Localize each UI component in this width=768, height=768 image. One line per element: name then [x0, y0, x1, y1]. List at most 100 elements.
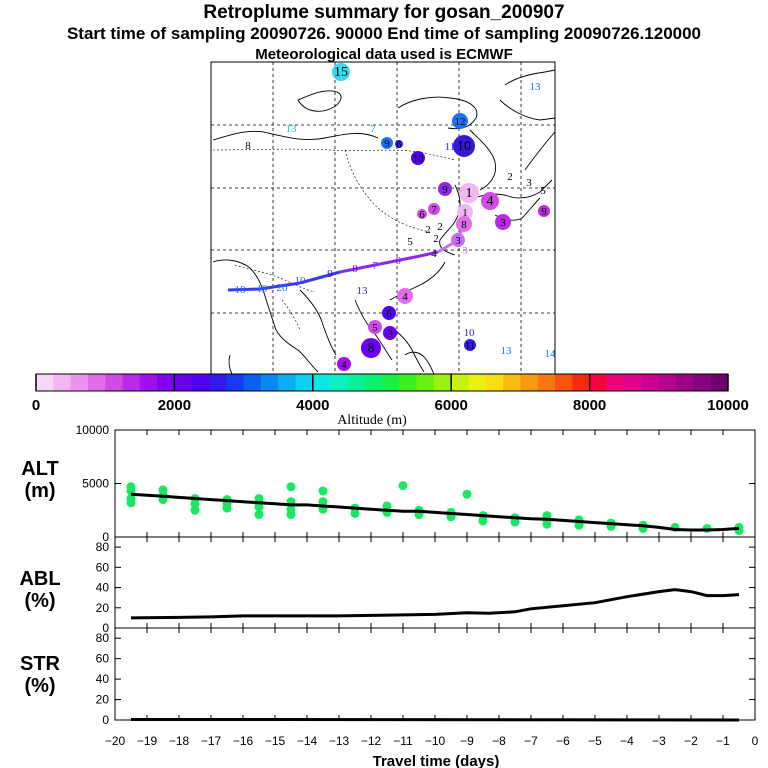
- colorbar-swatch: [520, 374, 539, 391]
- colorbar-swatch: [485, 374, 504, 391]
- map-day-label: 13: [501, 345, 513, 357]
- panel-y-tick-label: 5000: [82, 477, 109, 491]
- plume-segment: [259, 281, 301, 291]
- map-day-label: 12: [455, 116, 466, 128]
- colorbar-tick-label: 4000: [296, 397, 329, 414]
- altitude-particle-dot: [462, 489, 472, 499]
- series-line: [130, 492, 740, 532]
- map-day-label: 11: [445, 141, 456, 153]
- panel-y-label: (%): [24, 590, 55, 612]
- colorbar-swatch: [433, 374, 452, 391]
- altitude-particle-dot: [318, 497, 328, 507]
- panel-y-tick-label: 0: [102, 621, 109, 635]
- x-tick-label: −7: [524, 734, 538, 748]
- altitude-particle-dot: [350, 508, 360, 518]
- map-day-label: 8: [352, 263, 358, 275]
- altitude-particle-dot: [382, 501, 392, 511]
- map-day-label: 13: [530, 81, 542, 93]
- map-day-label: 7: [431, 204, 437, 216]
- map-day-label: 5: [540, 185, 546, 197]
- altitude-particle-dot: [286, 482, 296, 492]
- map-day-label: 9: [384, 138, 390, 150]
- panel-y-tick-label: 0: [102, 713, 109, 727]
- colorbar-swatch: [70, 374, 89, 391]
- panel-y-tick-label: 20: [96, 693, 110, 707]
- altitude-particle-dot: [190, 499, 200, 509]
- map-day-label: 2: [425, 224, 431, 236]
- altitude-particle-dot: [190, 505, 200, 515]
- x-axis-label: Travel time (days): [373, 753, 500, 768]
- panel-y-label: (%): [24, 675, 55, 697]
- colorbar-swatch: [209, 374, 227, 391]
- map-plume-dot: [361, 338, 381, 358]
- map-plume-dot: [438, 182, 452, 196]
- map-plume-dot: [456, 216, 472, 232]
- plume-segment: [299, 270, 341, 285]
- x-tick-label: −11: [393, 734, 413, 748]
- map-plume-dot: [411, 151, 425, 165]
- map-plume-dot: [417, 209, 427, 219]
- colorbar-swatch: [53, 374, 72, 391]
- x-tick-label: −6: [556, 734, 570, 748]
- x-tick-label: −3: [652, 734, 666, 748]
- colorbar-swatch: [36, 374, 54, 391]
- panel-y-tick-label: 10000: [76, 423, 110, 437]
- colorbar-tick-label: 6000: [435, 397, 468, 414]
- colorbar-swatch: [589, 374, 608, 391]
- colorbar-swatch: [624, 374, 642, 391]
- colorbar-swatch: [312, 374, 331, 391]
- map-plume-dot: [337, 357, 351, 371]
- panel-y-tick-label: 80: [96, 631, 110, 645]
- map-day-label: 4: [487, 194, 494, 209]
- map-day-label: 6: [419, 209, 425, 221]
- map-day-label: 5: [372, 322, 378, 334]
- map-day-label: 1: [462, 207, 468, 219]
- series-line: [130, 588, 740, 620]
- map-day-label: 7: [370, 123, 376, 135]
- altitude-particle-dot: [478, 516, 488, 526]
- colorbar-swatch: [382, 374, 400, 391]
- map-plume-dot: [332, 63, 350, 81]
- altitude-particle-dot: [318, 486, 328, 496]
- map-day-label: 9: [541, 206, 547, 218]
- panel-y-tick-label: 40: [96, 672, 110, 686]
- map-day-label: 13: [286, 123, 298, 135]
- colorbar-swatch: [243, 374, 262, 391]
- x-tick-label: −20: [105, 734, 126, 748]
- colorbar-swatch: [330, 374, 348, 391]
- map-day-label: 3: [500, 217, 506, 229]
- colorbar-swatch: [295, 374, 314, 391]
- map-day-label: 4: [341, 359, 347, 371]
- panel-y-tick-label: 60: [96, 652, 110, 666]
- colorbar-tick-label: 0: [32, 397, 40, 414]
- map-plume-dot: [453, 135, 475, 157]
- altitude-particle-dot: [542, 519, 552, 529]
- map-day-label: 3: [455, 235, 461, 247]
- map-day-label: 8: [245, 140, 251, 152]
- map-plume-dot: [395, 140, 403, 148]
- map-day-label: 3: [526, 177, 532, 189]
- x-tick-label: 0: [752, 734, 759, 748]
- map-day-label: 18: [235, 284, 247, 296]
- colorbar-swatch: [572, 374, 591, 391]
- map-day-label: 5: [407, 236, 413, 248]
- map-day-label: 7: [372, 260, 378, 272]
- plume-segment: [339, 262, 381, 274]
- altitude-colorbar: 0 2000 4000 6000 8000 10000: [32, 373, 749, 414]
- plume-segment: [419, 250, 439, 258]
- panel-frame: [114, 429, 756, 538]
- panel-y-tick-label: 60: [96, 560, 110, 574]
- map-plume-dot: [481, 192, 499, 210]
- map-plume-dot: [451, 233, 465, 247]
- colorbar-swatch: [416, 374, 435, 391]
- colorbar-tick-label: 2000: [158, 397, 191, 414]
- panel-y-label: ABL: [19, 568, 60, 590]
- map-day-label: 8: [461, 219, 467, 231]
- colorbar-tick-label: 10000: [707, 397, 749, 414]
- panel-y-tick-label: 20: [96, 601, 110, 615]
- map-day-label: 13: [357, 285, 369, 297]
- map-day-label: 11: [465, 340, 476, 352]
- map-plume-dot: [382, 306, 396, 320]
